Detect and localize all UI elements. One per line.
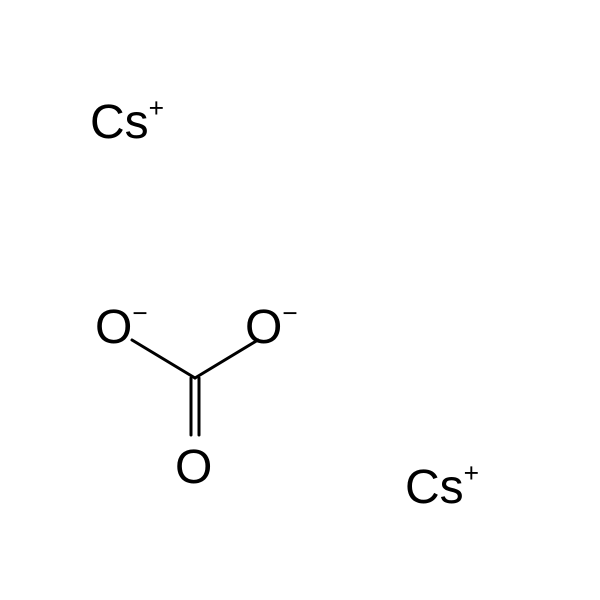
molecule-canvas: Cs+ Cs+ O− O− O (0, 0, 600, 600)
atom-charge: − (132, 298, 147, 328)
atom-charge: + (149, 93, 164, 123)
atom-symbol: Cs (90, 96, 149, 149)
atom-symbol: Cs (405, 461, 464, 514)
atom-charge: + (464, 458, 479, 488)
atom-symbol: O (95, 301, 132, 354)
atom-symbol: O (245, 301, 282, 354)
atom-o-left: O− (95, 300, 148, 355)
atom-cs-bottom: Cs+ (405, 460, 479, 515)
atom-cs-top: Cs+ (90, 95, 164, 150)
atom-o-right: O− (245, 300, 298, 355)
atom-symbol: O (175, 441, 212, 494)
bond-layer (0, 0, 600, 600)
atom-o-bottom: O (175, 440, 212, 495)
atom-charge: − (282, 298, 297, 328)
